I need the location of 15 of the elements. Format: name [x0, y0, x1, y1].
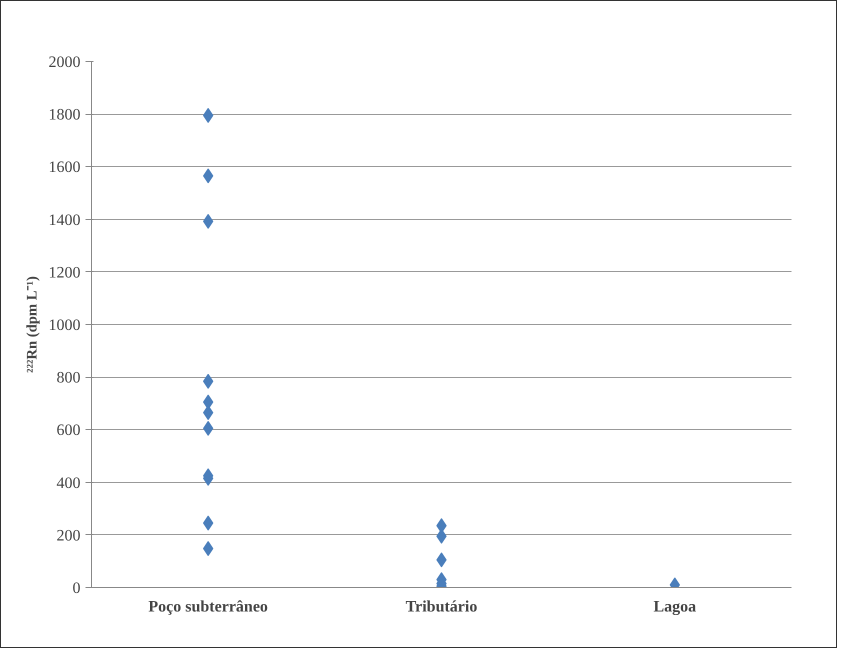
y-tick-label: 200: [56, 527, 80, 544]
y-tick-label: 1200: [48, 264, 80, 282]
y-tick-label: 400: [56, 474, 80, 492]
y-tick-label: 800: [56, 370, 80, 387]
x-tick-label: Lagoa: [653, 598, 696, 616]
y-axis-title: ²²²Rn (dpm L⁻¹): [24, 276, 40, 373]
y-tick-label: 0: [72, 580, 80, 597]
y-tick-label: 1800: [48, 106, 80, 124]
y-tick-label: 1600: [48, 159, 80, 176]
y-tick-label: 1400: [48, 212, 80, 229]
y-tick-label: 600: [56, 422, 80, 440]
y-tick-label: 2000: [48, 54, 80, 71]
y-tick-label: 1000: [48, 317, 80, 334]
x-tick-label: Poço subterrâneo: [148, 598, 268, 616]
x-tick-label: Tributário: [406, 598, 478, 616]
